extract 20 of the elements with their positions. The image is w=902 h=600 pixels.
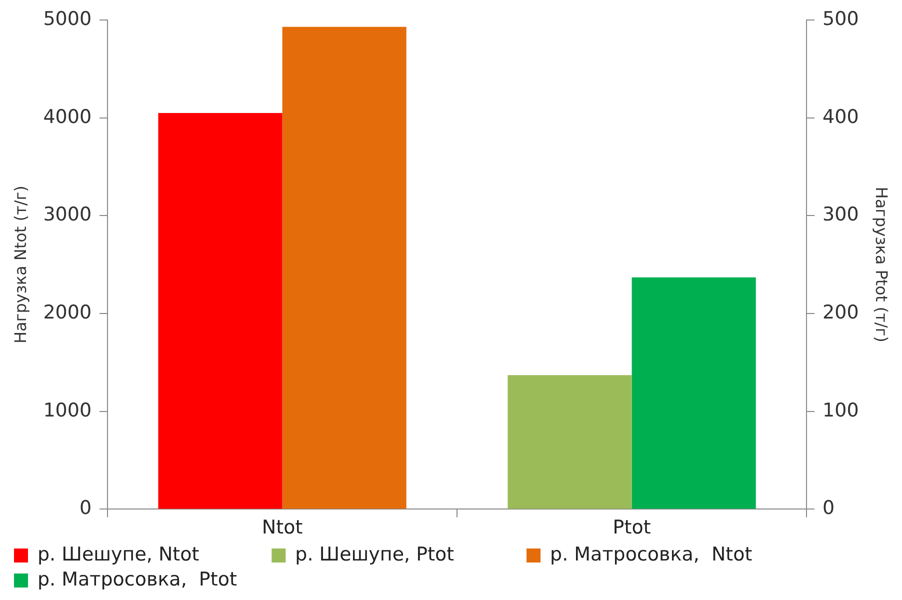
legend-label: р. Матросовка, Ptot	[38, 568, 274, 590]
y-tick-label: 0	[79, 497, 92, 520]
x-tick-label: Ntot	[262, 516, 303, 539]
x-tick-label: Ptot	[612, 516, 651, 539]
y-tick-label: 1000	[43, 399, 92, 422]
y-tick-label: 5000	[43, 8, 92, 30]
y2-tick-label: 400	[822, 106, 859, 128]
legend-label: р. Шешупе, Ntot	[38, 543, 266, 566]
y-tick-label: 4000	[43, 106, 92, 128]
y2-tick-label: 0	[822, 497, 835, 520]
legend-label: р. Матросовка, Ntot	[550, 543, 788, 566]
y2-axis-title: Нагрузка Ptot (т/г)	[872, 186, 892, 342]
legend-label: р. Шешупе, Ptot	[295, 543, 521, 566]
y-axis-title: Нагрузка Ntot (т/г)	[10, 186, 30, 344]
y2-tick-label: 300	[822, 204, 859, 226]
y2-tick-label: 500	[822, 8, 859, 30]
y2-tick-label: 100	[822, 399, 859, 422]
y-tick-label: 2000	[43, 301, 92, 324]
y2-tick-label: 200	[822, 301, 859, 324]
y-tick-label: 3000	[43, 204, 92, 226]
